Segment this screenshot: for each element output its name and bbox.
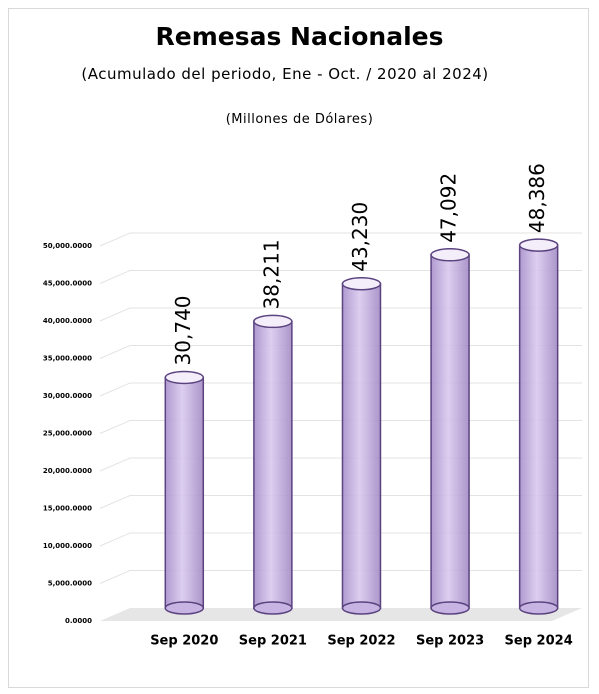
bar [518, 244, 559, 609]
bar-top [253, 314, 293, 329]
bar-base [164, 601, 205, 615]
chart-subtitle: (Millones de Dólares) [225, 112, 374, 127]
bar-top [518, 238, 559, 252]
bar-top [430, 248, 470, 262]
bar-base [341, 601, 382, 615]
value-label: 38,211 [259, 239, 283, 309]
y-tick-label: 25,000.0000 [43, 430, 92, 438]
bar [341, 283, 382, 609]
chart-card [8, 8, 589, 688]
grid-line [99, 232, 582, 247]
bar-top [341, 277, 382, 291]
y-tick-label: 0.0000 [65, 617, 92, 625]
value-label: 30,740 [171, 295, 195, 365]
value-label: 48,386 [525, 163, 549, 233]
y-tick-label: 5,000.0000 [48, 580, 92, 588]
grid-line [99, 270, 582, 284]
bar [164, 376, 205, 609]
value-label: 47,092 [437, 173, 461, 243]
bar-top [164, 370, 205, 385]
y-tick-label: 20,000.0000 [43, 467, 92, 475]
bar [430, 254, 470, 609]
x-tick-label: Sep 2020 [150, 634, 218, 649]
x-tick-label: Sep 2022 [327, 634, 395, 649]
x-tick-label: Sep 2021 [239, 634, 307, 649]
bar [253, 320, 293, 609]
y-tick-label: 40,000.0000 [43, 317, 92, 325]
bar-base [430, 601, 470, 615]
bar-base [518, 601, 559, 615]
chart-subtitle: (Acumulado del periodo, Ene - Oct. / 202… [81, 65, 489, 83]
y-tick-label: 45,000.0000 [43, 280, 92, 288]
value-label: 43,230 [348, 202, 372, 272]
y-tick-label: 10,000.0000 [43, 542, 92, 550]
y-tick-label: 30,000.0000 [43, 392, 92, 400]
x-tick-label: Sep 2023 [416, 634, 484, 649]
bar-base [253, 601, 293, 615]
y-tick-label: 35,000.0000 [43, 355, 92, 363]
chart-title: Remesas Nacionales [155, 22, 444, 51]
y-tick-label: 50,000.0000 [43, 242, 92, 250]
x-tick-label: Sep 2024 [505, 634, 573, 649]
y-tick-label: 15,000.0000 [43, 505, 92, 513]
